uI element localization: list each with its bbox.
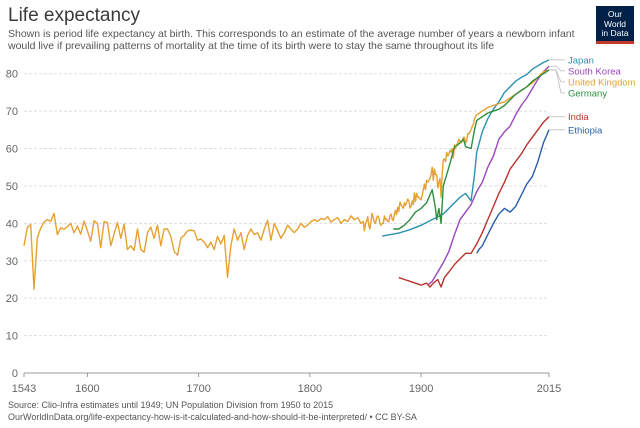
source-link[interactable]: OurWorldInData.org/life-expectancy-how-i… bbox=[8, 411, 417, 422]
logo-line-2: in Data bbox=[601, 28, 629, 38]
x-tick-label: 2015 bbox=[537, 383, 561, 395]
legend-connector bbox=[549, 69, 565, 94]
y-tick-label: 10 bbox=[6, 331, 18, 343]
series-line-south-korea[interactable] bbox=[427, 65, 550, 286]
y-tick-label: 40 bbox=[6, 218, 18, 230]
x-tick-label: 1900 bbox=[409, 383, 433, 395]
chart-title: Life expectancy bbox=[8, 5, 141, 26]
y-axis: 0 10 20 30 40 50 60 70 80 bbox=[6, 69, 18, 380]
grid-layer bbox=[24, 73, 549, 337]
legend-label-india[interactable]: India bbox=[568, 112, 589, 123]
logo-line-1: Our World bbox=[603, 9, 627, 29]
y-tick-label: 0 bbox=[12, 368, 18, 380]
legend-connector bbox=[549, 65, 565, 72]
y-tick-label: 80 bbox=[6, 69, 18, 81]
owid-logo[interactable]: Our World in Data bbox=[596, 6, 634, 44]
series-line-japan[interactable] bbox=[382, 59, 550, 237]
series-line-germany[interactable] bbox=[393, 69, 550, 230]
legend-label-germany[interactable]: Germany bbox=[568, 88, 607, 99]
y-tick-label: 20 bbox=[6, 293, 18, 305]
legend-label-south-korea[interactable]: South Korea bbox=[568, 66, 622, 77]
legend-label-japan[interactable]: Japan bbox=[568, 55, 594, 66]
y-tick-label: 50 bbox=[6, 181, 18, 193]
series-layer bbox=[23, 59, 550, 290]
y-tick-label: 60 bbox=[6, 144, 18, 156]
chart-subtitle: Shown is period life expectancy at birth… bbox=[8, 28, 575, 52]
x-tick-label: 1700 bbox=[186, 383, 210, 395]
legend-label-united-kingdom[interactable]: United Kingdom bbox=[568, 77, 636, 88]
x-axis: 1543 1600 1700 1800 1900 2015 bbox=[12, 372, 561, 395]
series-line-india[interactable] bbox=[398, 116, 550, 288]
y-tick-label: 70 bbox=[6, 106, 18, 118]
source-text: Source: Clio-Infra estimates until 1949;… bbox=[8, 400, 334, 410]
x-tick-label: 1543 bbox=[12, 383, 36, 395]
legend-label-ethiopia[interactable]: Ethiopia bbox=[568, 125, 603, 136]
x-tick-label: 1600 bbox=[75, 383, 99, 395]
y-tick-label: 30 bbox=[6, 256, 18, 268]
series-line-united-kingdom[interactable] bbox=[23, 69, 550, 290]
series-line-ethiopia[interactable] bbox=[476, 129, 550, 254]
chart-source: Source: Clio-Infra estimates until 1949;… bbox=[8, 400, 417, 423]
x-tick-label: 1800 bbox=[298, 383, 322, 395]
